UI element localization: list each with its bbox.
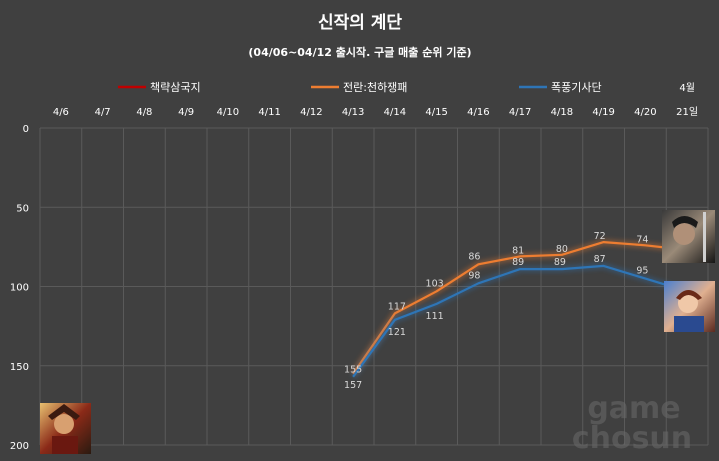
x-tick-label: 21일 (676, 106, 698, 118)
y-tick-label: 100 (10, 283, 29, 294)
data-label: 86 (468, 251, 480, 262)
chart-grid (39, 127, 709, 446)
x-tick-label: 4/7 (95, 107, 111, 118)
data-label: 81 (512, 245, 524, 256)
gamechosun-watermark: game chosun (572, 391, 692, 456)
data-label: 74 (636, 234, 648, 245)
x-tick-label: 4/11 (258, 107, 280, 118)
x-tick-label: 4/17 (509, 107, 531, 118)
watermark-line-1: game (587, 391, 680, 426)
y-tick-label: 200 (10, 441, 29, 452)
data-label: 157 (344, 380, 362, 391)
x-tick-label: 4/13 (342, 107, 364, 118)
data-label: 80 (556, 244, 568, 255)
knight-portrait-icon (662, 210, 715, 263)
x-tick-label: 4/9 (178, 107, 194, 118)
chart-title: 신작의 계단 (318, 13, 402, 33)
data-label: 111 (426, 311, 444, 322)
x-tick-label: 4/14 (384, 107, 406, 118)
x-tick-label: 4/19 (592, 107, 614, 118)
y-tick-label: 150 (10, 362, 29, 373)
legend-label: 책략삼국지 (150, 81, 201, 94)
data-label: 72 (594, 231, 606, 242)
data-label: 89 (512, 257, 524, 268)
legend-label: 전란:천하쟁패 (343, 80, 407, 94)
data-label: 155 (344, 365, 362, 376)
watermark-line-2: chosun (572, 421, 692, 456)
data-label: 117 (388, 301, 406, 312)
x-tick-label: 4/10 (217, 107, 239, 118)
x-tick-label: 4월 (679, 82, 695, 94)
chart-legend: 책략삼국지 전란:천하쟁패 폭풍기사단 (118, 80, 602, 94)
x-tick-label: 4/18 (551, 107, 573, 118)
data-label: 98 (468, 270, 480, 281)
chart-subtitle: (04/06~04/12 출시작. 구글 매출 순위 기준) (248, 45, 471, 59)
y-tick-label: 50 (16, 203, 29, 214)
x-tick-label: 4/12 (300, 107, 322, 118)
y-tick-label: 0 (23, 124, 29, 135)
data-labels: 1551171038681807274771571211119889898795… (344, 231, 692, 391)
x-tick-label: 4/16 (467, 107, 489, 118)
data-label: 89 (554, 257, 566, 268)
legend-label: 폭풍기사단 (551, 81, 602, 94)
series-glow (350, 262, 688, 379)
data-label: 95 (636, 266, 648, 277)
x-tick-label: 4/6 (53, 107, 69, 118)
data-label: 87 (594, 254, 606, 265)
x-axis-ticks: 4/6 4/7 4/8 4/9 4/10 4/11 4/12 4/13 4/14 4/15 4/16… (53, 82, 698, 118)
x-tick-label: 4/20 (634, 107, 656, 118)
data-label: 103 (426, 278, 444, 289)
warrior-portrait-icon (40, 403, 91, 454)
x-tick-label: 4/8 (136, 107, 152, 118)
data-label: 121 (388, 327, 406, 338)
series-layer (350, 239, 688, 379)
hero-portrait-icon (664, 281, 715, 332)
series-line (352, 241, 688, 375)
y-axis-ticks: 0 50 100 150 200 (10, 124, 29, 452)
x-tick-label: 4/15 (425, 107, 447, 118)
series-line (352, 264, 688, 378)
